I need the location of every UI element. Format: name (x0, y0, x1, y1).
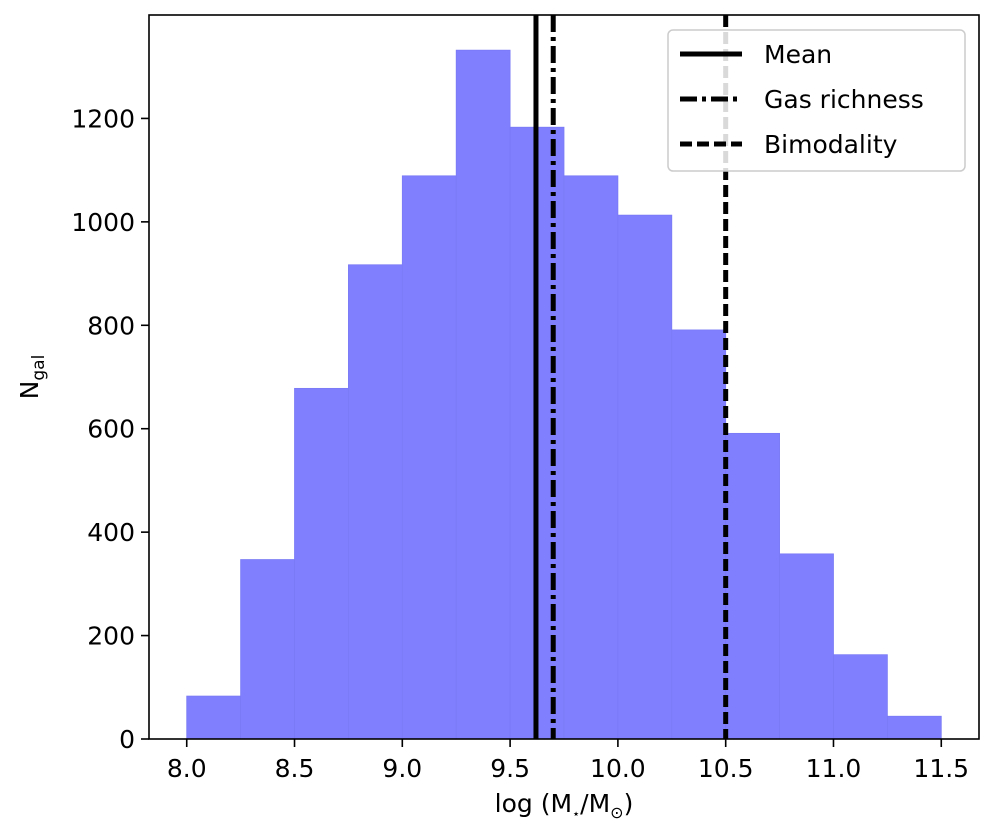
y-axis-label: Ngal (15, 355, 49, 400)
histogram-bar (725, 432, 780, 740)
x-tick-label: 10.0 (590, 754, 646, 783)
x-axis-label-sub-sun: ⊙ (610, 803, 623, 822)
histogram-bar (671, 329, 727, 740)
histogram-bar (833, 654, 888, 740)
x-tick-label: 11.5 (913, 754, 969, 783)
y-tick-label: 1200 (71, 104, 135, 133)
histogram-bar (886, 715, 942, 740)
y-tick-label: 200 (87, 622, 135, 651)
histogram-bar (186, 695, 242, 740)
y-tick-label: 0 (119, 725, 135, 754)
histogram-bar (563, 175, 619, 740)
legend-box (667, 29, 966, 172)
histogram-bar (455, 49, 511, 740)
histogram-bar (240, 559, 295, 740)
legend-label: Gas richness (764, 85, 924, 114)
y-axis-label-sub: gal (29, 355, 49, 381)
histogram-bar (401, 175, 457, 740)
histogram-bar (779, 553, 834, 740)
y-axis-label-main: N (15, 381, 44, 400)
x-tick-label: 9.0 (382, 754, 422, 783)
histogram-bar (348, 264, 403, 740)
y-tick-label: 600 (87, 415, 135, 444)
legend-label: Mean (764, 40, 832, 69)
y-tick-label: 1000 (71, 208, 135, 237)
x-axis-label-suffix: ) (624, 789, 634, 818)
legend-label: Bimodality (764, 130, 898, 159)
histogram-bar (294, 387, 349, 740)
y-axis: 0 200 400 600 800 1000 1200 (71, 104, 149, 754)
histogram-bar (617, 214, 673, 740)
x-axis-label-prefix: log (M (495, 789, 572, 818)
x-tick-label: 9.5 (490, 754, 530, 783)
y-tick-label: 400 (87, 518, 135, 547)
legend: Mean Gas richness Bimodality (667, 29, 966, 172)
x-tick-label: 11.0 (806, 754, 862, 783)
x-axis-label-sub-star: ⋆ (572, 807, 580, 822)
x-axis: 8.0 8.5 9.0 9.5 10.0 10.5 11.0 11.5 (167, 739, 969, 783)
plot-frame (148, 14, 980, 740)
x-axis-label-mid: /M (580, 789, 610, 818)
x-tick-label: 10.5 (698, 754, 754, 783)
x-tick-label: 8.5 (275, 754, 315, 783)
x-tick-label: 8.0 (167, 754, 207, 783)
y-tick-label: 800 (87, 311, 135, 340)
x-axis-label: log (M⋆/M⊙) (495, 789, 634, 822)
